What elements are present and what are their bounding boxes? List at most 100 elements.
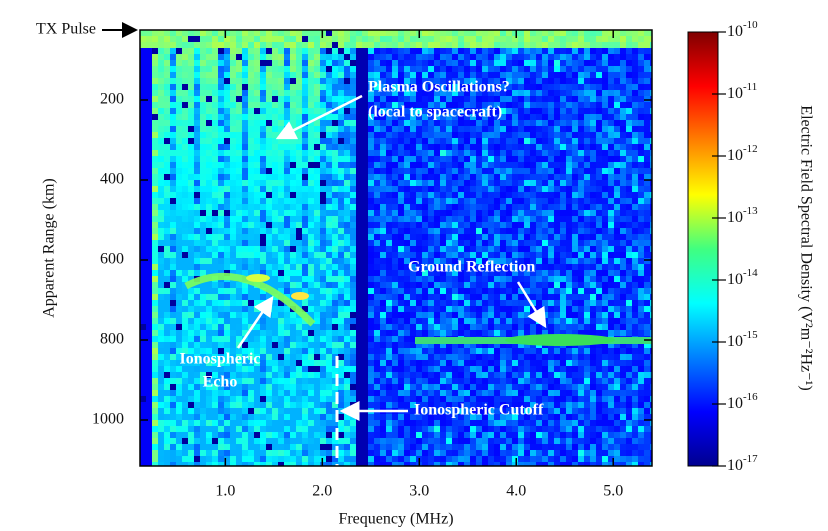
heatmap-cell bbox=[644, 216, 650, 222]
heatmap-cell bbox=[170, 72, 176, 78]
heatmap-cell bbox=[350, 144, 356, 150]
heatmap-cell bbox=[248, 264, 254, 270]
heatmap-cell bbox=[284, 72, 290, 78]
heatmap-cell bbox=[254, 198, 260, 204]
heatmap-cell bbox=[452, 150, 458, 156]
heatmap-cell bbox=[560, 90, 566, 96]
heatmap-cell bbox=[440, 120, 446, 126]
heatmap-cell bbox=[518, 30, 524, 36]
heatmap-cell bbox=[590, 48, 596, 54]
heatmap-cell bbox=[356, 252, 362, 258]
heatmap-cell bbox=[158, 96, 164, 102]
heatmap-cell bbox=[488, 138, 494, 144]
heatmap-cell bbox=[464, 66, 470, 72]
heatmap-cell bbox=[614, 348, 620, 354]
heatmap-cell bbox=[278, 234, 284, 240]
heatmap-cell bbox=[422, 60, 428, 66]
heatmap-cell bbox=[482, 330, 488, 336]
heatmap-cell bbox=[296, 90, 302, 96]
heatmap-cell bbox=[554, 30, 560, 36]
heatmap-cell bbox=[278, 246, 284, 252]
heatmap-cell bbox=[452, 228, 458, 234]
heatmap-cell bbox=[524, 204, 530, 210]
heatmap-cell bbox=[260, 54, 266, 60]
heatmap-cell bbox=[356, 336, 362, 342]
heatmap-cell bbox=[614, 276, 620, 282]
heatmap-cell bbox=[524, 54, 530, 60]
heatmap-cell bbox=[398, 174, 404, 180]
heatmap-cell bbox=[638, 54, 644, 60]
heatmap-cell bbox=[488, 30, 494, 36]
heatmap-cell bbox=[320, 180, 326, 186]
heatmap-cell bbox=[560, 354, 566, 360]
heatmap-cell bbox=[248, 288, 254, 294]
heatmap-cell bbox=[446, 66, 452, 72]
heatmap-cell bbox=[146, 204, 152, 210]
heatmap-cell bbox=[302, 228, 308, 234]
heatmap-cell bbox=[524, 372, 530, 378]
heatmap-cell bbox=[158, 180, 164, 186]
heatmap-cell bbox=[302, 234, 308, 240]
heatmap-cell bbox=[512, 102, 518, 108]
heatmap-cell bbox=[572, 246, 578, 252]
heatmap-cell bbox=[530, 192, 536, 198]
heatmap-cell bbox=[536, 282, 542, 288]
heatmap-cell bbox=[638, 192, 644, 198]
heatmap-cell bbox=[368, 336, 374, 342]
heatmap-cell bbox=[530, 240, 536, 246]
heatmap-cell bbox=[290, 228, 296, 234]
heatmap-cell bbox=[518, 150, 524, 156]
heatmap-cell bbox=[380, 300, 386, 306]
heatmap-cell bbox=[182, 132, 188, 138]
heatmap-cell bbox=[440, 306, 446, 312]
heatmap-cell bbox=[260, 132, 266, 138]
heatmap-cell bbox=[290, 174, 296, 180]
heatmap-cell bbox=[326, 36, 332, 42]
heatmap-cell bbox=[332, 78, 338, 84]
heatmap-cell bbox=[248, 138, 254, 144]
heatmap-cell bbox=[452, 186, 458, 192]
heatmap-cell bbox=[446, 324, 452, 330]
heatmap-cell bbox=[542, 168, 548, 174]
heatmap-cell bbox=[602, 210, 608, 216]
heatmap-cell bbox=[320, 150, 326, 156]
heatmap-cell bbox=[476, 204, 482, 210]
heatmap-cell bbox=[320, 102, 326, 108]
heatmap-cell bbox=[554, 156, 560, 162]
heatmap-cell bbox=[434, 252, 440, 258]
heatmap-cell bbox=[266, 162, 272, 168]
heatmap-cell bbox=[302, 330, 308, 336]
heatmap-cell bbox=[356, 126, 362, 132]
heatmap-cell bbox=[614, 66, 620, 72]
heatmap-cell bbox=[206, 336, 212, 342]
heatmap-cell bbox=[596, 258, 602, 264]
heatmap-cell bbox=[518, 36, 524, 42]
heatmap-cell bbox=[146, 168, 152, 174]
heatmap-cell bbox=[164, 48, 170, 54]
heatmap-cell bbox=[158, 174, 164, 180]
heatmap-cell bbox=[386, 336, 392, 342]
heatmap-cell bbox=[212, 198, 218, 204]
heatmap-cell bbox=[536, 252, 542, 258]
heatmap-cell bbox=[212, 78, 218, 84]
heatmap-cell bbox=[560, 138, 566, 144]
heatmap-cell bbox=[554, 204, 560, 210]
heatmap-cell bbox=[272, 240, 278, 246]
heatmap-cell bbox=[644, 54, 650, 60]
heatmap-cell bbox=[464, 30, 470, 36]
heatmap-cell bbox=[368, 318, 374, 324]
heatmap-cell bbox=[230, 258, 236, 264]
heatmap-cell bbox=[260, 324, 266, 330]
heatmap-cell bbox=[302, 216, 308, 222]
heatmap-cell bbox=[236, 282, 242, 288]
heatmap-cell bbox=[590, 318, 596, 324]
heatmap-cell bbox=[230, 192, 236, 198]
heatmap-cell bbox=[644, 168, 650, 174]
heatmap-cell bbox=[242, 30, 248, 36]
heatmap-cell bbox=[518, 114, 524, 120]
heatmap-cell bbox=[194, 30, 200, 36]
heatmap-cell bbox=[236, 318, 242, 324]
heatmap-cell bbox=[560, 174, 566, 180]
heatmap-cell bbox=[578, 228, 584, 234]
heatmap-cell bbox=[596, 354, 602, 360]
